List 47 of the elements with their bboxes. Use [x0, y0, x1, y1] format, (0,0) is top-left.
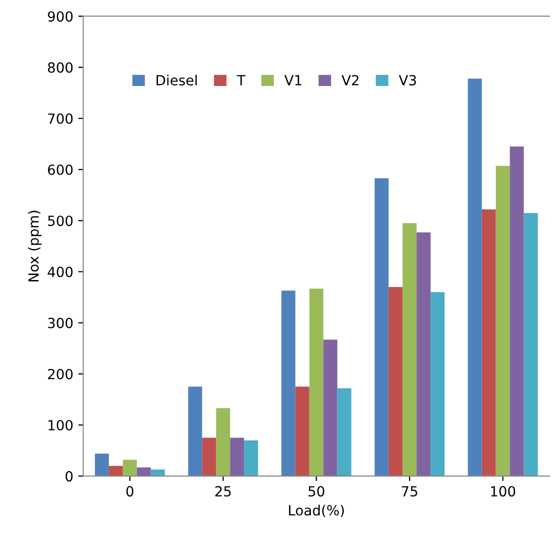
x-tick-label: 100 — [491, 486, 516, 497]
y-axis-title: Nox (ppm) — [28, 210, 42, 282]
bar — [323, 340, 338, 476]
y-tick-label: 600 — [48, 164, 73, 175]
x-tick-label: 50 — [308, 486, 324, 497]
bar — [188, 386, 202, 476]
bar — [524, 212, 538, 476]
bar — [388, 287, 403, 476]
bar — [496, 166, 510, 476]
bar — [295, 386, 310, 476]
bar — [108, 466, 123, 476]
y-tick-label: 800 — [48, 62, 73, 73]
bar — [202, 438, 216, 476]
legend-label: V1 — [284, 75, 302, 86]
bar — [416, 232, 431, 476]
y-tick-label: 0 — [66, 471, 73, 482]
bar — [136, 467, 151, 476]
y-tick-label: 900 — [48, 11, 73, 22]
legend-label: Diesel — [156, 74, 197, 86]
bar — [402, 223, 417, 476]
bar — [122, 460, 137, 476]
bar — [94, 454, 109, 476]
bar — [309, 288, 324, 476]
y-tick-label: 300 — [48, 318, 73, 328]
bar — [374, 178, 389, 476]
bar — [230, 438, 244, 476]
bar — [281, 290, 296, 476]
bar — [216, 408, 230, 476]
y-tick-label: 100 — [48, 420, 73, 430]
x-tick-label: 75 — [402, 486, 418, 497]
bar — [482, 209, 496, 476]
bar — [468, 78, 482, 476]
bar — [430, 292, 445, 476]
x-tick-label: 25 — [215, 486, 231, 497]
y-tick-label: 500 — [48, 216, 73, 226]
y-tick-label: 200 — [48, 368, 73, 380]
legend-label: V3 — [398, 74, 416, 86]
y-tick-label: 400 — [48, 266, 73, 278]
x-tick-label: 0 — [126, 486, 134, 497]
bar — [510, 146, 524, 476]
legend-label: V2 — [342, 74, 358, 86]
y-tick-label: 700 — [48, 113, 73, 124]
bar — [244, 440, 258, 476]
legend-label: T — [236, 75, 246, 86]
bar — [337, 388, 352, 476]
x-axis-title: Load(%) — [289, 504, 344, 518]
bar — [150, 469, 165, 476]
